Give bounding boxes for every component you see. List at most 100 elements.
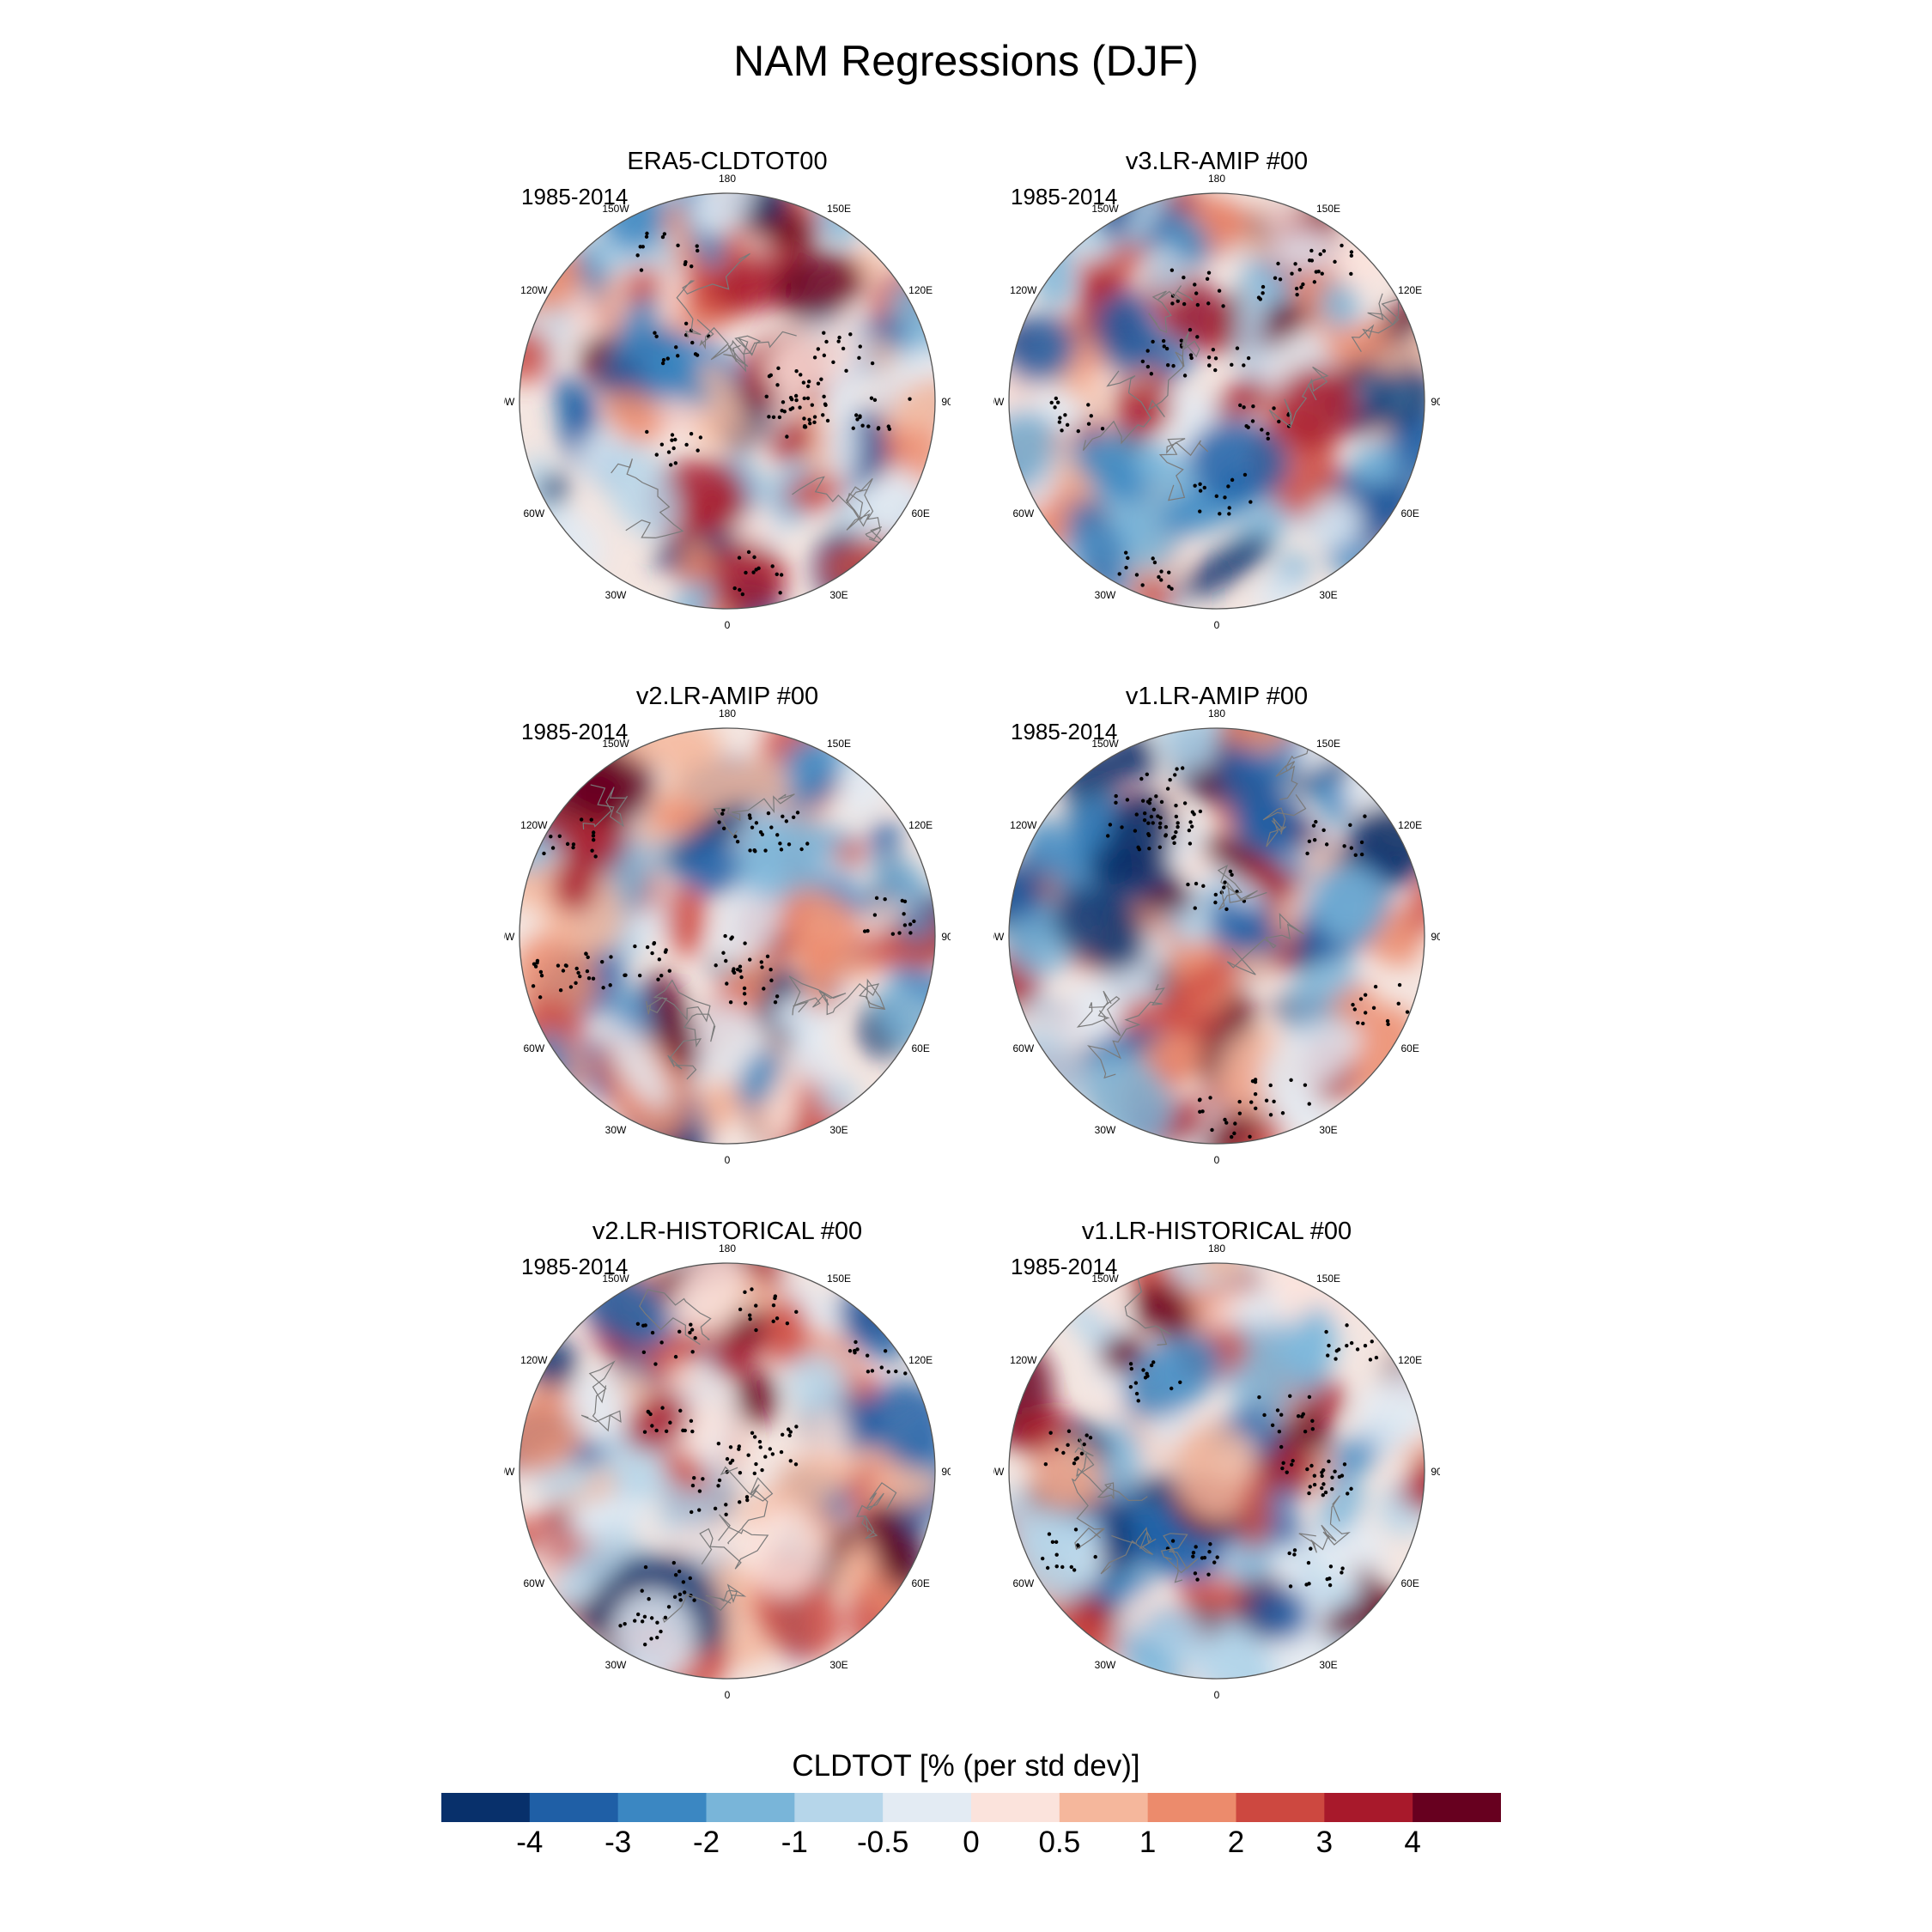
stipple-dot [1261, 284, 1266, 289]
stipple-dot [578, 974, 582, 979]
stipple-dot [1288, 1584, 1293, 1589]
stipple-dot [1191, 1554, 1195, 1558]
stipple-dot [641, 1350, 647, 1355]
stipple-dot [1224, 1121, 1229, 1125]
stipple-dot [1237, 1099, 1242, 1104]
stipple-dot [1254, 1106, 1258, 1110]
anomaly-blob [646, 969, 699, 1077]
stipple-dot [1308, 1485, 1312, 1489]
longitude-label: 150E [1316, 738, 1340, 750]
stipple-dot [1318, 252, 1322, 257]
stipple-dot [576, 970, 580, 975]
longitude-label: 150W [602, 203, 629, 215]
stipple-dot [775, 383, 780, 387]
colorbar-tick-label: -4 [516, 1826, 544, 1859]
stipple-dot [1159, 578, 1163, 582]
stipple-dot [908, 922, 913, 927]
anomaly-blob [1161, 957, 1240, 1011]
longitude-label: 90W [993, 1466, 1005, 1478]
stipple-dot [1142, 811, 1147, 816]
stipple-dot [635, 1321, 641, 1326]
stipple-dot [1190, 810, 1195, 814]
stipple-dot [640, 1589, 644, 1593]
stipple-dot [1292, 1552, 1297, 1557]
stipple-dot [723, 933, 727, 939]
stipple-dot [773, 1000, 778, 1005]
stipple-dot [1200, 1556, 1205, 1560]
map-outline [1008, 192, 1425, 610]
stipple-dot [1082, 1442, 1086, 1447]
stipple-dot [591, 830, 596, 835]
stipple-dot [1307, 1102, 1311, 1106]
stipple-dot [1250, 419, 1255, 423]
stipple-dot [767, 415, 771, 419]
longitude-label: 120E [908, 1354, 933, 1366]
stipple-dot [801, 380, 806, 385]
anomaly-blob [1298, 744, 1392, 811]
stipple-dot [677, 1569, 682, 1574]
stipple-dot [561, 969, 566, 973]
stipple-dot [769, 978, 774, 982]
anomaly-blob [1185, 853, 1216, 881]
stipple-dot [737, 1500, 742, 1504]
coastlines [611, 252, 887, 545]
stipple-dot [789, 398, 794, 402]
anomaly-field [1009, 193, 1425, 609]
anomaly-blob [1178, 534, 1273, 600]
stipple-dot [1235, 346, 1240, 350]
longitude-label: 180 [1208, 1242, 1225, 1255]
stipple-dot [1323, 1490, 1328, 1495]
anomaly-blob [1131, 1282, 1195, 1340]
stipple-dot [1328, 1564, 1334, 1569]
anomaly-blob [1273, 365, 1359, 450]
stipple-dot [1303, 1083, 1308, 1087]
stipple-dot [807, 417, 811, 422]
stipple-dot [1253, 1092, 1258, 1097]
stipple-dot [1195, 335, 1200, 339]
anomaly-blob [539, 473, 569, 505]
stipple-dot [794, 1425, 799, 1429]
stipple-dot [1320, 1470, 1324, 1474]
longitude-label: 90W [504, 396, 515, 408]
colorbar-tick-label: 1 [1139, 1826, 1157, 1859]
stipple-dot [866, 1370, 871, 1374]
longitude-label: 0 [1214, 1154, 1220, 1163]
stipple-dot [660, 361, 665, 366]
stipple-dot [1193, 1571, 1198, 1576]
significance-stipple [635, 231, 912, 597]
longitude-label: 0 [725, 619, 731, 629]
stipple-dot [592, 837, 596, 842]
stipple-dot [760, 1467, 764, 1473]
stipple-dot [637, 973, 642, 978]
stipple-dot [848, 1349, 853, 1353]
stipple-dot [549, 835, 553, 839]
stipple-dot [1206, 270, 1212, 275]
stipple-dot [778, 841, 782, 846]
stipple-dot [645, 429, 649, 434]
stipple-dot [1040, 1556, 1045, 1561]
stipple-dot [1163, 824, 1169, 829]
stipple-dot [676, 243, 680, 248]
significance-stipple [1040, 1323, 1379, 1589]
stipple-dot [701, 1477, 705, 1481]
stipple-dot [765, 954, 770, 959]
stipple-dot [769, 968, 773, 972]
stipple-dot [660, 234, 665, 240]
stipple-dot [1133, 829, 1138, 833]
stipple-dot [730, 935, 734, 939]
stipple-dot [585, 969, 590, 974]
stipple-dot [591, 976, 596, 981]
stipple-dot [571, 845, 575, 850]
longitude-label: 90E [1431, 396, 1440, 408]
anomaly-blob [1093, 1567, 1157, 1602]
longitude-label: 60W [1012, 1042, 1034, 1054]
anomaly-blob [765, 321, 855, 394]
stipple-dot [1324, 1329, 1328, 1334]
longitude-label: 120W [520, 1354, 548, 1366]
stipple-dot [689, 328, 694, 333]
longitude-label: 60W [1012, 1577, 1034, 1589]
stipple-dot [1154, 794, 1158, 799]
panel-title: v2.LR-HISTORICAL #00 [592, 1218, 863, 1245]
stipple-dot [721, 951, 726, 955]
stipple-dot [860, 423, 865, 428]
